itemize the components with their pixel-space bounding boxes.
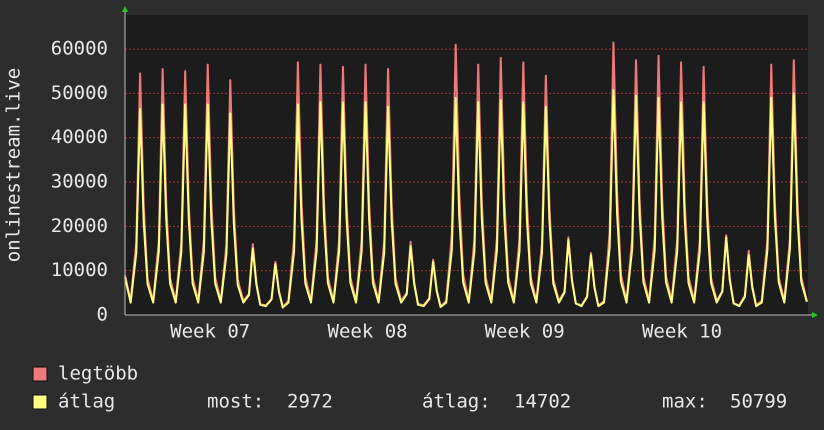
plot-area (125, 15, 808, 315)
x-tick-label: Week 09 (485, 321, 565, 343)
y-axis-label: onlinestream.live (3, 68, 25, 262)
series-line (124, 88, 808, 309)
y-tick-label: 30000 (51, 171, 108, 193)
x-arrow (812, 312, 818, 318)
y-tick-label: 0 (97, 304, 108, 326)
y-tick-label: 60000 (51, 38, 108, 60)
y-tick-label: 50000 (51, 82, 108, 104)
stat-label: átlag: (422, 391, 491, 413)
x-tick-label: Week 10 (642, 321, 722, 343)
legend-swatch (32, 366, 48, 382)
stat-value: 2972 (287, 391, 333, 413)
legend: legtöbb átlag most: 2972 átlag: 14702 max: 5079… (32, 363, 787, 413)
legend-label: legtöbb (58, 363, 138, 385)
y-tick-label: 20000 (51, 215, 108, 237)
stat-value: 14702 (514, 391, 571, 413)
stat-label: most: (207, 391, 264, 413)
y-tick-label: 40000 (51, 126, 108, 148)
lines (124, 41, 808, 309)
legend-label: átlag (58, 391, 115, 413)
stat-label: max: (662, 391, 708, 413)
legend-swatch (32, 394, 48, 410)
stat-value: 50799 (730, 391, 787, 413)
y-arrow (122, 6, 128, 12)
x-tick-label: Week 08 (328, 321, 408, 343)
x-tick-label: Week 07 (170, 321, 250, 343)
y-tick-label: 10000 (51, 259, 108, 281)
